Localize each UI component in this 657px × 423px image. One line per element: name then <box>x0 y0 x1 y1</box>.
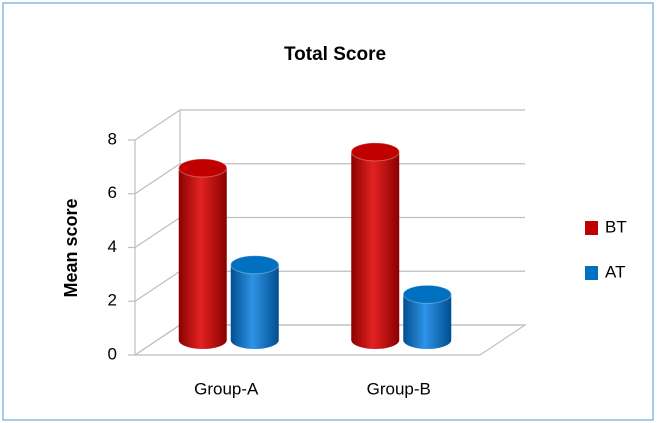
y-tick-label: 0 <box>108 344 117 363</box>
bar <box>178 168 227 349</box>
chart-title: Total Score <box>284 44 386 65</box>
bar-cap <box>350 142 400 162</box>
y-tick-label: 8 <box>108 129 117 148</box>
grid-line <box>134 109 525 141</box>
y-axis-label: Mean score <box>61 198 81 297</box>
bar <box>230 264 279 349</box>
bar-cap <box>230 255 280 275</box>
legend-swatch <box>585 221 598 235</box>
y-tick-label: 6 <box>108 183 117 202</box>
grid-line <box>134 163 525 195</box>
legend-label: AT <box>605 262 625 281</box>
bar-cap <box>178 158 228 178</box>
y-tick-label: 4 <box>108 237 117 256</box>
bar <box>403 294 452 349</box>
bar <box>351 151 400 349</box>
legend-label: BT <box>605 217 627 236</box>
bar-cap <box>402 284 452 304</box>
legend-swatch <box>585 266 598 280</box>
x-tick-label: Group-B <box>367 379 431 398</box>
x-tick-label: Group-A <box>194 379 259 398</box>
y-tick-label: 2 <box>108 291 117 310</box>
